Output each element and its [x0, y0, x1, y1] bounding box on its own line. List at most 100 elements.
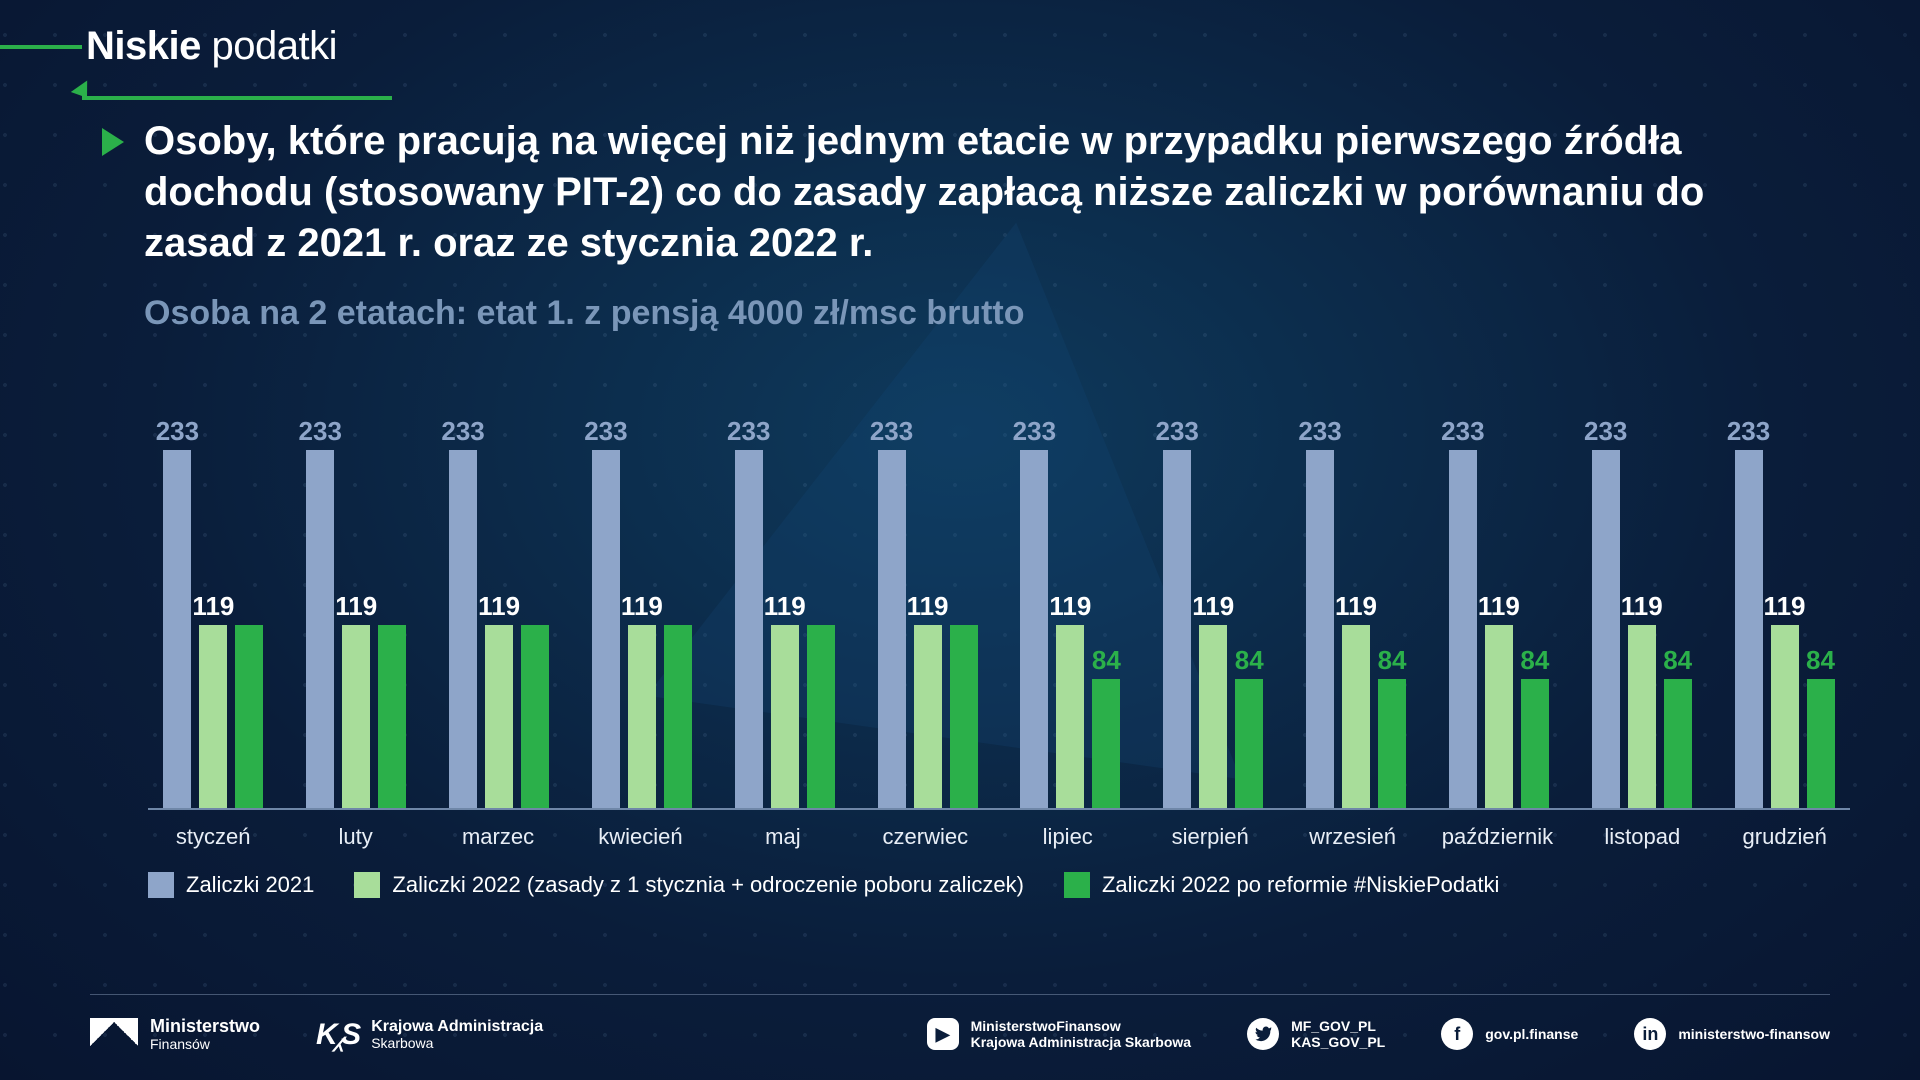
legend-item: Zaliczki 2021 [148, 872, 314, 898]
bar-value-label: 119 [478, 591, 520, 622]
bar-2022a: 119 [1056, 625, 1084, 808]
bar-value-label: 233 [1156, 416, 1199, 447]
brand-arrow-icon [71, 81, 95, 104]
bar-2022b [950, 625, 978, 808]
content: Osoby, które pracują na więcej niż jedny… [102, 116, 1840, 333]
kas-name: Krajowa Administracja [371, 1018, 543, 1036]
legend-item: Zaliczki 2022 po reformie #NiskiePodatki [1064, 872, 1499, 898]
bar-2022a: 119 [199, 625, 227, 808]
bar-2021: 233 [163, 450, 191, 808]
bar-2021: 233 [1163, 450, 1191, 808]
bar-chart: 2331192331192331192331192331192331192331… [148, 370, 1850, 810]
bar-2022b: 84 [1092, 679, 1120, 808]
bar-2022b: 84 [1235, 679, 1263, 808]
bar-2022a: 119 [628, 625, 656, 808]
bar-2021: 233 [1592, 450, 1620, 808]
legend-swatch [1064, 872, 1090, 898]
page-title: Osoby, które pracują na więcej niż jedny… [144, 116, 1824, 270]
bar-2021: 233 [1735, 450, 1763, 808]
month-group: 23311984 [1303, 370, 1410, 808]
bar-2022b [235, 625, 263, 808]
ministry-icon [90, 1018, 138, 1050]
bar-2022a: 119 [1199, 625, 1227, 808]
youtube-icon: ▶ [927, 1018, 959, 1050]
ministry-sub: Finansów [150, 1037, 260, 1052]
month-label: kwiecień [587, 824, 693, 850]
month-labels-row: styczeń luty marzec kwiecień maj czerwiec lipi… [148, 810, 1850, 850]
social-youtube: ▶ MinisterstwoFinansow Krajowa Administr… [927, 1018, 1191, 1052]
month-label: listopad [1589, 824, 1695, 850]
bar-value-label: 119 [1764, 591, 1806, 622]
bar-2022a: 119 [1628, 625, 1656, 808]
month-label: marzec [445, 824, 551, 850]
month-label: lipiec [1015, 824, 1121, 850]
month-group: 23311984 [1017, 370, 1124, 808]
bar-value-label: 233 [156, 416, 199, 447]
ministry-text: Ministerstwo Finansów [150, 1017, 260, 1052]
bar-value-label: 119 [1192, 591, 1234, 622]
month-label: sierpień [1157, 824, 1263, 850]
twitter-icon [1247, 1018, 1279, 1050]
bar-value-label: 233 [1298, 416, 1341, 447]
bar-2022a: 119 [1771, 625, 1799, 808]
month-group: 23311984 [1731, 370, 1838, 808]
legend-swatch [354, 872, 380, 898]
header: Niskie podatki [0, 24, 337, 69]
month-group: 233119 [588, 370, 695, 808]
bar-2021: 233 [1306, 450, 1334, 808]
month-group: 233119 [446, 370, 553, 808]
chart-legend: Zaliczki 2021 Zaliczki 2022 (zasady z 1 s… [148, 872, 1850, 898]
month-label: wrzesień [1299, 824, 1405, 850]
title-row: Osoby, które pracują na więcej niż jedny… [102, 116, 1840, 270]
linkedin-icon: in [1634, 1018, 1666, 1050]
bar-value-label: 119 [335, 591, 377, 622]
bar-value-label: 233 [870, 416, 913, 447]
month-label: styczeń [160, 824, 266, 850]
month-label: luty [302, 824, 408, 850]
month-group: 233 119 84 [1445, 370, 1552, 808]
bar-2022a: 119 [1342, 625, 1370, 808]
bar-value-label: 84 [1806, 645, 1835, 676]
month-group: 233119 [874, 370, 981, 808]
bar-2022b: 84 [1807, 679, 1835, 808]
bar-value-label: 119 [764, 591, 806, 622]
youtube-text: MinisterstwoFinansow Krajowa Administrac… [971, 1018, 1191, 1052]
bar-2022a: 119 [1485, 625, 1513, 808]
month-group: 233119 [731, 370, 838, 808]
facebook-icon: f [1441, 1018, 1473, 1050]
facebook-text: gov.pl.finanse [1485, 1026, 1578, 1043]
bar-2021: 233 [1449, 450, 1477, 808]
footer: Ministerstwo Finansów K⁁S Krajowa Admini… [90, 994, 1830, 1052]
bar-2022a: 119 [771, 625, 799, 808]
play-icon [102, 128, 124, 156]
bar-value-label: 233 [299, 416, 342, 447]
twitter-text: MF_GOV_PL KAS_GOV_PL [1291, 1018, 1385, 1052]
month-label: październik [1442, 824, 1553, 850]
bar-value-label: 84 [1092, 645, 1121, 676]
bar-value-label: 119 [621, 591, 663, 622]
month-label: czerwiec [872, 824, 978, 850]
bar-2022b: 84 [1521, 679, 1549, 808]
bar-value-label: 119 [1335, 591, 1377, 622]
bar-2022b: 84 [1378, 679, 1406, 808]
bar-2021: 233 [306, 450, 334, 808]
legend-label: Zaliczki 2022 po reformie #NiskiePodatki [1102, 872, 1499, 898]
bar-value-label: 233 [1584, 416, 1627, 447]
bar-value-label: 119 [907, 591, 949, 622]
kas-icon: K⁁S [316, 1017, 359, 1052]
month-group: 233119 [303, 370, 410, 808]
month-group: 23311984 [1160, 370, 1267, 808]
bar-2022b: 84 [1664, 679, 1692, 808]
legend-label: Zaliczki 2021 [186, 872, 314, 898]
brand-light: podatki [201, 24, 337, 68]
month-label: maj [730, 824, 836, 850]
kas-logo-block: K⁁S Krajowa Administracja Skarbowa [316, 1017, 543, 1052]
legend-item: Zaliczki 2022 (zasady z 1 stycznia + odr… [354, 872, 1024, 898]
bar-2022b [378, 625, 406, 808]
bar-value-label: 233 [1013, 416, 1056, 447]
bar-value-label: 84 [1235, 645, 1264, 676]
bar-value-label: 119 [1049, 591, 1091, 622]
brand-bold: Niskie [86, 24, 201, 68]
ministry-logo-block: Ministerstwo Finansów [90, 1017, 260, 1052]
bar-2022b [521, 625, 549, 808]
